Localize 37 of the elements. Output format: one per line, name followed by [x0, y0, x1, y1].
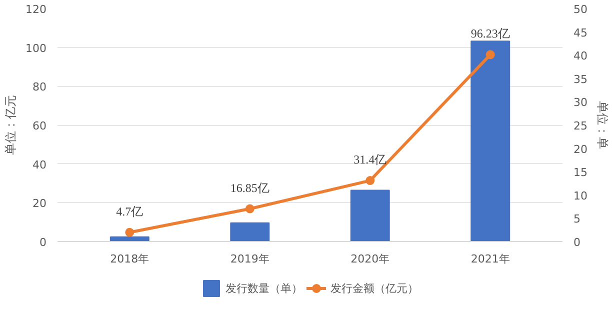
- legend-label: 发行数量（单）: [226, 280, 302, 296]
- y2-tick-label: 10: [574, 189, 588, 202]
- y-tick-label: 60: [32, 120, 47, 132]
- y2-tick-label: 25: [574, 120, 588, 132]
- y2-tick-label: 5: [574, 212, 580, 226]
- point: [245, 204, 254, 214]
- data-label: 16.85亿: [230, 180, 270, 195]
- data-label: 31.4亿: [354, 152, 387, 167]
- legend-label: 发行金额（亿元）: [330, 280, 418, 296]
- y2-tick-label: 45: [574, 26, 588, 40]
- bar: [350, 190, 390, 242]
- data-label: 4.7亿: [116, 204, 144, 218]
- y2-tick-label: 35: [574, 72, 588, 86]
- point: [486, 50, 495, 60]
- point: [125, 228, 134, 237]
- y-tick-label: 100: [26, 42, 47, 55]
- x-tick-label: 2021年: [470, 252, 510, 266]
- y2-axis-title: 单位：单: [595, 101, 610, 149]
- y-tick-label: 0: [40, 236, 46, 249]
- y-tick-label: 20: [32, 197, 47, 210]
- x-tick-label: 2018年: [110, 252, 150, 266]
- y2-tick-label: 15: [574, 166, 588, 180]
- point: [366, 176, 375, 186]
- y2-tick-label: 20: [574, 142, 588, 156]
- y-tick-label: 80: [32, 80, 47, 94]
- y2-tick-label: 30: [574, 96, 588, 110]
- y2-tick-label: 0: [574, 236, 580, 249]
- x-tick-label: 2020年: [350, 252, 390, 266]
- data-label: 96.23亿: [470, 26, 510, 41]
- bar: [230, 222, 270, 242]
- y-tick-label: 40: [32, 158, 47, 172]
- y2-tick-label: 40: [574, 50, 588, 63]
- x-tick-label: 2019年: [230, 252, 270, 266]
- y-axis-title: 单位：亿元: [4, 95, 18, 155]
- y-tick-label: 120: [26, 3, 47, 16]
- bar: [470, 40, 510, 242]
- y2-tick-label: 50: [574, 3, 588, 16]
